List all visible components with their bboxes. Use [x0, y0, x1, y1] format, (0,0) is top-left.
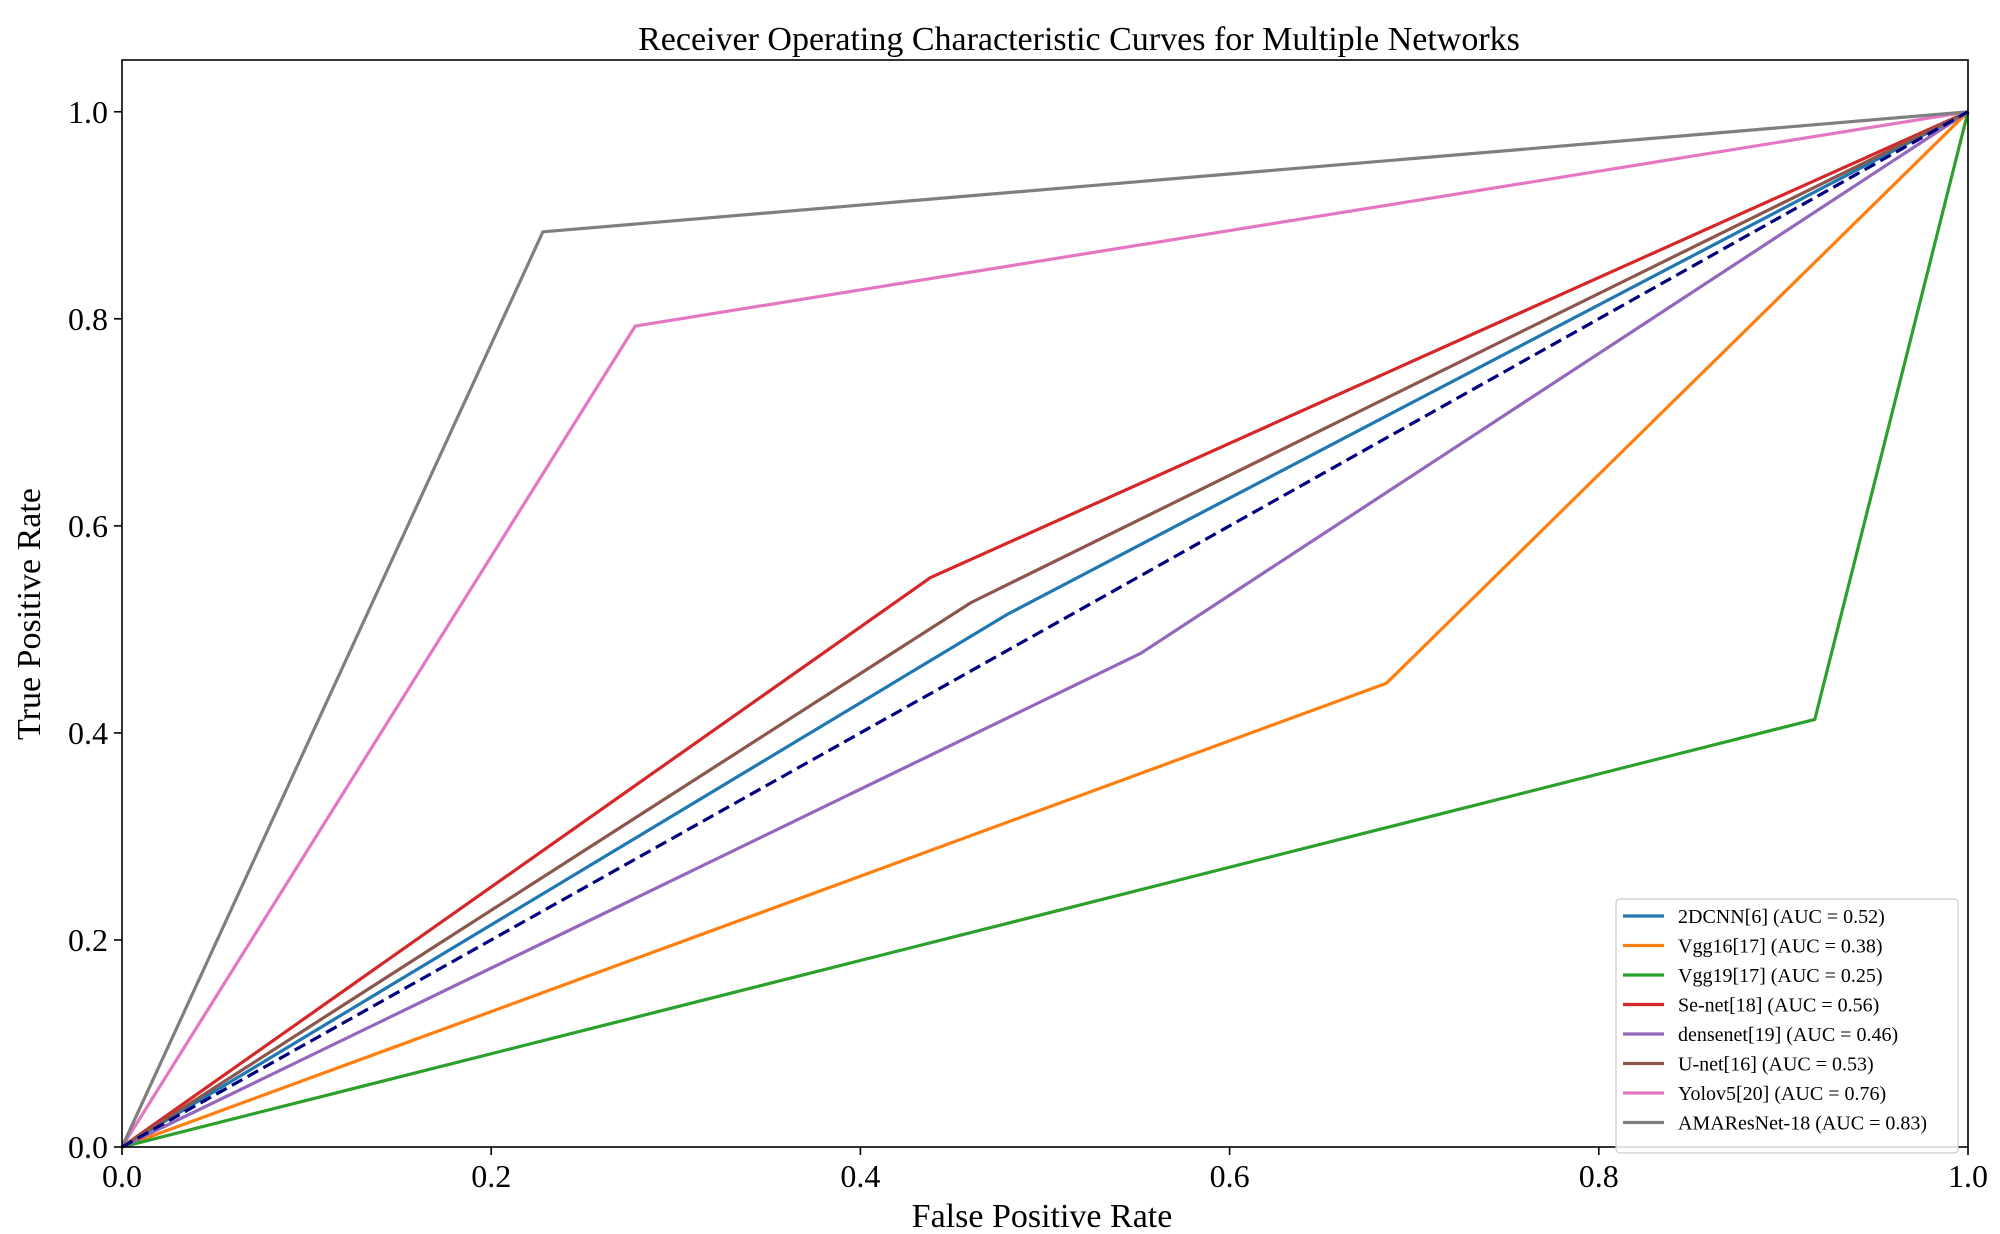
x-axis-label: False Positive Rate — [912, 1198, 1173, 1234]
series-line-5 — [121, 110, 1969, 1149]
x-tick-label: 1.0 — [1948, 1158, 1988, 1194]
x-tick-label: 0.8 — [1579, 1158, 1619, 1194]
series-line-8 — [120, 110, 1969, 1148]
y-tick-label: 1.0 — [68, 94, 108, 130]
series-line-7 — [120, 110, 1969, 1148]
legend-entry: Se-net[18] (AUC = 0.56) — [1678, 995, 1879, 1017]
legend: 2DCNN[6] (AUC = 0.52) Vgg16[17] (AUC = 0.… — [1615, 898, 1959, 1154]
x-tick-label: 0.4 — [840, 1158, 880, 1194]
legend-entry: Vgg16[17] (AUC = 0.38) — [1678, 936, 1883, 958]
legend-entry: Yolov5[20] (AUC = 0.76) — [1678, 1083, 1886, 1105]
series-line-2 — [121, 110, 1970, 1149]
y-axis-label: True Positive Rate — [11, 488, 48, 740]
legend-entry: AMAResNet-18 (AUC = 0.83) — [1678, 1113, 1927, 1135]
y-tick-label: 0.4 — [68, 715, 108, 751]
plot-frame — [121, 59, 1969, 1148]
y-tick-label: 0.6 — [68, 508, 108, 544]
x-tick-label: 0.2 — [471, 1158, 511, 1194]
series-line-6 — [121, 110, 1969, 1149]
series-line-4 — [121, 110, 1969, 1149]
plot-area — [120, 110, 1970, 1149]
legend-entry: Vgg19[17] (AUC = 0.25) — [1678, 965, 1883, 987]
series-line-1 — [121, 110, 1969, 1149]
legend-entry: densenet[19] (AUC = 0.46) — [1678, 1024, 1898, 1046]
y-tick-label: 0.0 — [68, 1129, 108, 1165]
x-tick-label: 0.6 — [1210, 1158, 1250, 1194]
chart-title: Receiver Operating Characteristic Curves… — [638, 21, 1520, 58]
legend-entry: U-net[16] (AUC = 0.53) — [1678, 1054, 1874, 1076]
y-axis-ticks: 0.0 0.2 0.4 0.6 0.8 1.0 — [68, 94, 122, 1165]
y-tick-label: 0.2 — [68, 922, 108, 958]
legend-entry: 2DCNN[6] (AUC = 0.52) — [1678, 906, 1885, 928]
series-line-3 — [121, 111, 1970, 1149]
x-tick-label: 0.0 — [102, 1158, 142, 1194]
chance-diagonal-line — [121, 110, 1969, 1149]
x-axis-ticks: 0.0 0.2 0.4 0.6 0.8 1.0 — [102, 1147, 1988, 1194]
legend-box — [1615, 898, 1959, 1154]
y-tick-label: 0.8 — [68, 301, 108, 337]
